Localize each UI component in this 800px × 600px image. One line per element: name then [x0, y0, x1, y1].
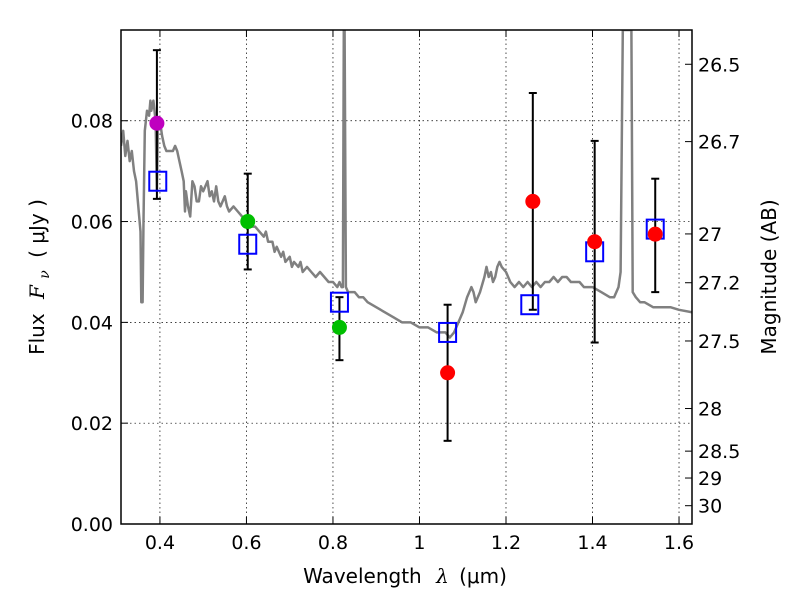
- y-axis-title: Flux F ν ( μJy ): [25, 199, 54, 355]
- y-axis-title-subscript: ν: [37, 270, 53, 279]
- y2-tick-label: 30: [698, 496, 722, 518]
- model-square: [238, 233, 258, 255]
- observed-point: [647, 226, 663, 242]
- y-tick-label: 0.06: [71, 212, 113, 234]
- y2-axis-title: Magnitude (AB): [757, 199, 781, 354]
- plot-frame: [120, 29, 693, 525]
- y-tick-label: 0.08: [71, 111, 113, 133]
- y-tick-label: 0.02: [71, 413, 113, 435]
- y2-tick-label: 27.2: [698, 273, 740, 295]
- observed-point: [149, 115, 165, 131]
- x-tick-label: 1.2: [491, 532, 521, 554]
- y2-tick-label: 26.7: [698, 132, 740, 154]
- x-axis-title-symbol: λ: [435, 564, 449, 588]
- x-tick-label: 1.6: [664, 532, 694, 554]
- x-axis-title: Wavelength λ (μm): [303, 564, 507, 588]
- y-tick-label: 0.04: [71, 312, 113, 334]
- y2-tick-label: 28: [698, 399, 722, 421]
- y-tick-label: 0.00: [71, 514, 113, 536]
- y2-tick-label: 28.5: [698, 441, 740, 463]
- y-axis-title-unit: ( μJy ): [25, 199, 49, 258]
- y2-tick-label: 29: [698, 468, 722, 490]
- model-square: [520, 294, 540, 316]
- observed-point: [525, 193, 541, 209]
- x-tick-label: 0.4: [145, 532, 175, 554]
- model-square: [438, 321, 458, 343]
- x-tick-label: 1.4: [577, 532, 607, 554]
- observed-point: [440, 365, 456, 381]
- grid: [121, 30, 692, 524]
- x-axis-title-text: Wavelength: [303, 564, 422, 588]
- x-axis-title-unit: (μm): [459, 564, 507, 588]
- x-tick-label: 0.8: [318, 532, 348, 554]
- x-tick-label: 0.6: [231, 532, 261, 554]
- spectrum-line: [121, 30, 692, 339]
- observed-point: [240, 214, 256, 230]
- y-axis-title-symbol: F: [25, 284, 49, 300]
- observed-point: [331, 319, 347, 335]
- model-square: [329, 291, 349, 313]
- y2-tick-label: 27.5: [698, 331, 740, 353]
- series-layer: [121, 30, 692, 442]
- y2-tick-label: 27: [698, 224, 722, 246]
- observed-point: [587, 234, 603, 250]
- ticks: 0.4 0.6 0.8 1 1.2 1.4 1.6 0.00 0.02 0.04 0.06 0.08 2…: [71, 30, 740, 554]
- y2-tick-label: 26.5: [698, 54, 740, 76]
- x-tick-label: 1: [413, 532, 425, 554]
- model-square: [148, 170, 168, 192]
- y-axis-title-text: Flux: [25, 313, 49, 355]
